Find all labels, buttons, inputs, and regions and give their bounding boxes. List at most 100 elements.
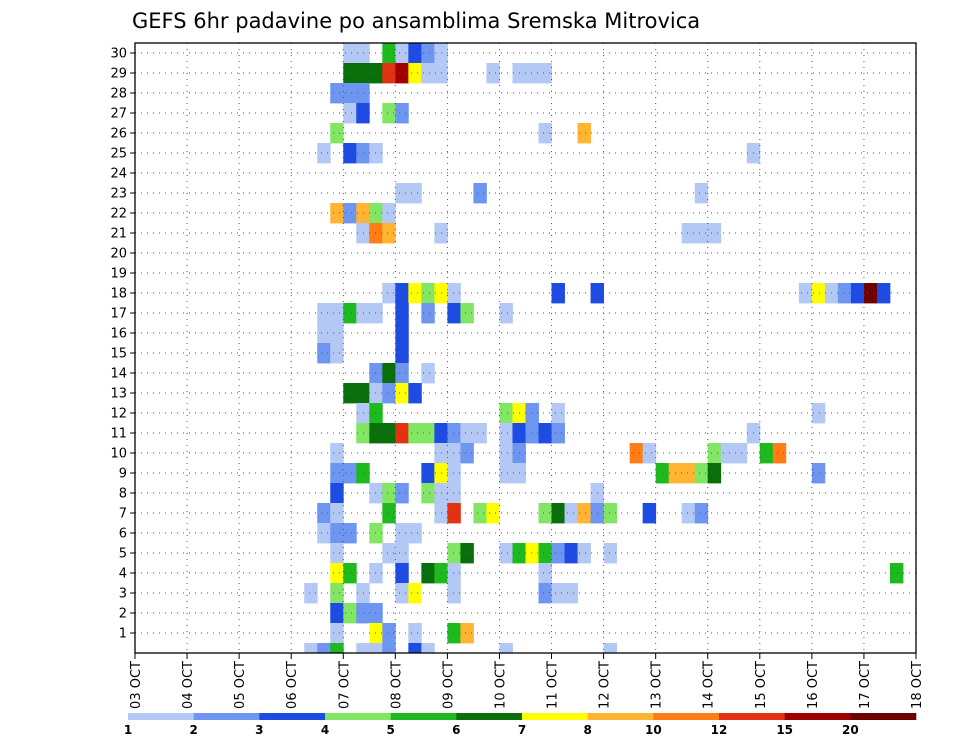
heatmap-cell [525,403,539,424]
heatmap-cell [408,183,422,204]
heatmap-cell [343,303,357,324]
heatmap-cell [317,143,331,164]
heatmap-cell [447,543,461,564]
y-tick-label: 1 [119,627,127,642]
heatmap-cell [369,403,383,424]
heatmap-cell [811,463,826,484]
heatmap-cell [330,343,344,364]
heatmap-cell [564,503,578,524]
colorbar-label: 3 [255,723,263,737]
heatmap-cell [876,283,891,304]
heatmap-cell [798,283,813,304]
heatmap-cell [603,503,618,524]
heatmap-cell [681,223,696,244]
heatmap-cell [369,303,383,324]
x-tick-label: 03 OCT [129,661,144,709]
heatmap-cell [421,643,435,654]
heatmap-cell [369,423,383,444]
heatmap-cell [772,443,787,464]
heatmap-cells [304,43,904,654]
colorbar-segment [587,713,654,720]
x-tick-label: 11 OCT [546,661,561,709]
heatmap-cell [395,43,409,64]
heatmap-cell [330,623,344,644]
heatmap-cell [382,63,396,84]
y-tick-label: 22 [110,207,127,222]
heatmap-cell [395,363,409,384]
heatmap-cell [759,443,774,464]
x-tick-label: 15 OCT [754,661,769,709]
heatmap-cell [408,643,422,654]
heatmap-cell [733,443,748,464]
y-tick-label: 23 [110,187,127,202]
heatmap-cell [486,63,500,84]
heatmap-cell [382,623,396,644]
colorbar-segment [850,713,917,720]
y-axis: 1234567891011121314151617181920212223242… [110,47,135,642]
heatmap-cell [421,63,435,84]
y-tick-label: 28 [110,87,127,102]
heatmap-cell [447,463,461,484]
heatmap-cell [356,103,370,124]
y-tick-label: 26 [110,127,127,142]
y-tick-label: 11 [110,427,127,442]
y-tick-label: 14 [110,367,127,382]
heatmap-cell [356,463,370,484]
heatmap-cell [330,583,344,604]
x-tick-label: 05 OCT [233,661,248,709]
heatmap-cell [551,583,565,604]
heatmap-cell [382,363,396,384]
x-tick-label: 08 OCT [389,661,404,709]
heatmap-cell [330,443,344,464]
heatmap-cell [447,303,461,324]
heatmap-cell [395,183,409,204]
heatmap-cell [421,463,435,484]
colorbar-segment [719,713,785,720]
heatmap-cell [395,103,409,124]
heatmap-cell [447,623,461,644]
x-tick-label: 14 OCT [702,661,717,709]
heatmap-cell [551,503,565,524]
heatmap-cell [369,363,383,384]
heatmap-cell [538,543,552,564]
heatmap-cell [317,523,331,544]
heatmap-cell [369,383,383,404]
heatmap-cell [694,183,709,204]
heatmap-cell [538,63,552,84]
heatmap-cell [473,423,487,444]
heatmap-cell [499,643,513,654]
colorbar-label: 2 [189,723,197,737]
heatmap-cell [343,383,357,404]
heatmap-cell [382,483,396,504]
heatmap-cell [395,303,409,324]
heatmap-cell [395,523,409,544]
heatmap-cell [421,43,435,64]
heatmap-cell [304,583,318,604]
heatmap-cell [460,443,474,464]
heatmap-cell [330,563,344,584]
colorbar-segment [325,713,391,720]
heatmap-cell [850,283,865,304]
y-tick-label: 7 [119,507,127,522]
heatmap-cell [460,303,474,324]
chart-title: GEFS 6hr padavine po ansamblima Sremska … [132,9,700,33]
x-tick-label: 10 OCT [494,661,509,709]
heatmap-cell [642,503,657,524]
colorbar-label: 7 [518,723,526,737]
y-tick-label: 30 [110,47,127,62]
colorbar-label: 5 [386,723,394,737]
heatmap-cell [317,643,331,654]
heatmap-cell [408,523,422,544]
heatmap-cell [681,463,696,484]
heatmap-cell [577,543,591,564]
colorbar-segment [128,713,194,720]
heatmap-cell [356,603,370,624]
heatmap-cell [343,83,357,104]
grid-lines [135,43,916,653]
heatmap-cell [330,543,344,564]
heatmap-cell [577,123,591,144]
heatmap-cell [538,503,552,524]
heatmap-cell [447,583,461,604]
heatmap-cell [304,643,318,654]
y-tick-label: 27 [110,107,127,122]
